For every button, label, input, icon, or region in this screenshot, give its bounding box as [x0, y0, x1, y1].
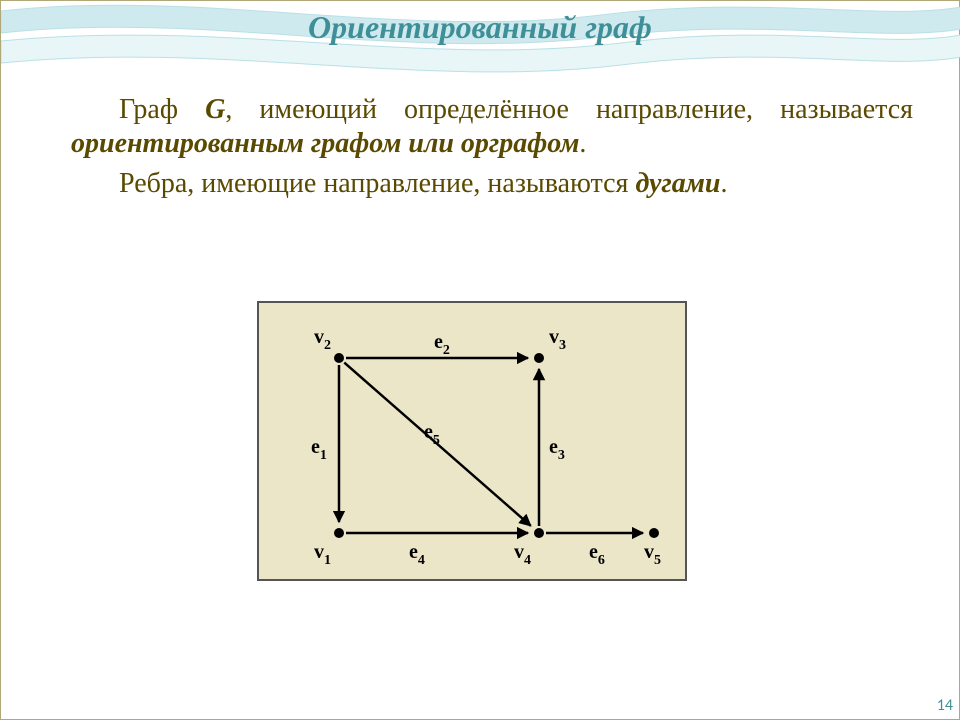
p2-em: дугами	[635, 168, 720, 199]
p1-em: ориентированным графом или орграфом	[71, 128, 579, 159]
page-title: Ориентированный граф	[1, 9, 959, 46]
paragraph-1: Граф G, имеющий определённое направление…	[71, 93, 913, 161]
p1-g: G	[205, 94, 225, 125]
graph-svg: e1e2e3e4e5e6v1v2v3v4v5	[259, 303, 685, 579]
node-v2	[334, 353, 344, 363]
node-v4	[534, 528, 544, 538]
node-v3	[534, 353, 544, 363]
page-number: 14	[937, 696, 953, 715]
slide: Ориентированный граф Граф G, имеющий опр…	[0, 0, 960, 720]
p1-text-a: Граф	[119, 94, 205, 125]
p2-text-a: Ребра, имеющие направление, называются	[119, 168, 635, 199]
node-v1	[334, 528, 344, 538]
body-text: Граф G, имеющий определённое направление…	[71, 93, 913, 207]
node-v5	[649, 528, 659, 538]
p1-text-b: , имеющий определённое направление, назы…	[225, 94, 913, 125]
graph-diagram: e1e2e3e4e5e6v1v2v3v4v5	[257, 301, 687, 581]
p1-text-c: .	[579, 128, 586, 159]
p2-text-b: .	[720, 168, 727, 199]
paragraph-2: Ребра, имеющие направление, называются д…	[71, 167, 913, 201]
